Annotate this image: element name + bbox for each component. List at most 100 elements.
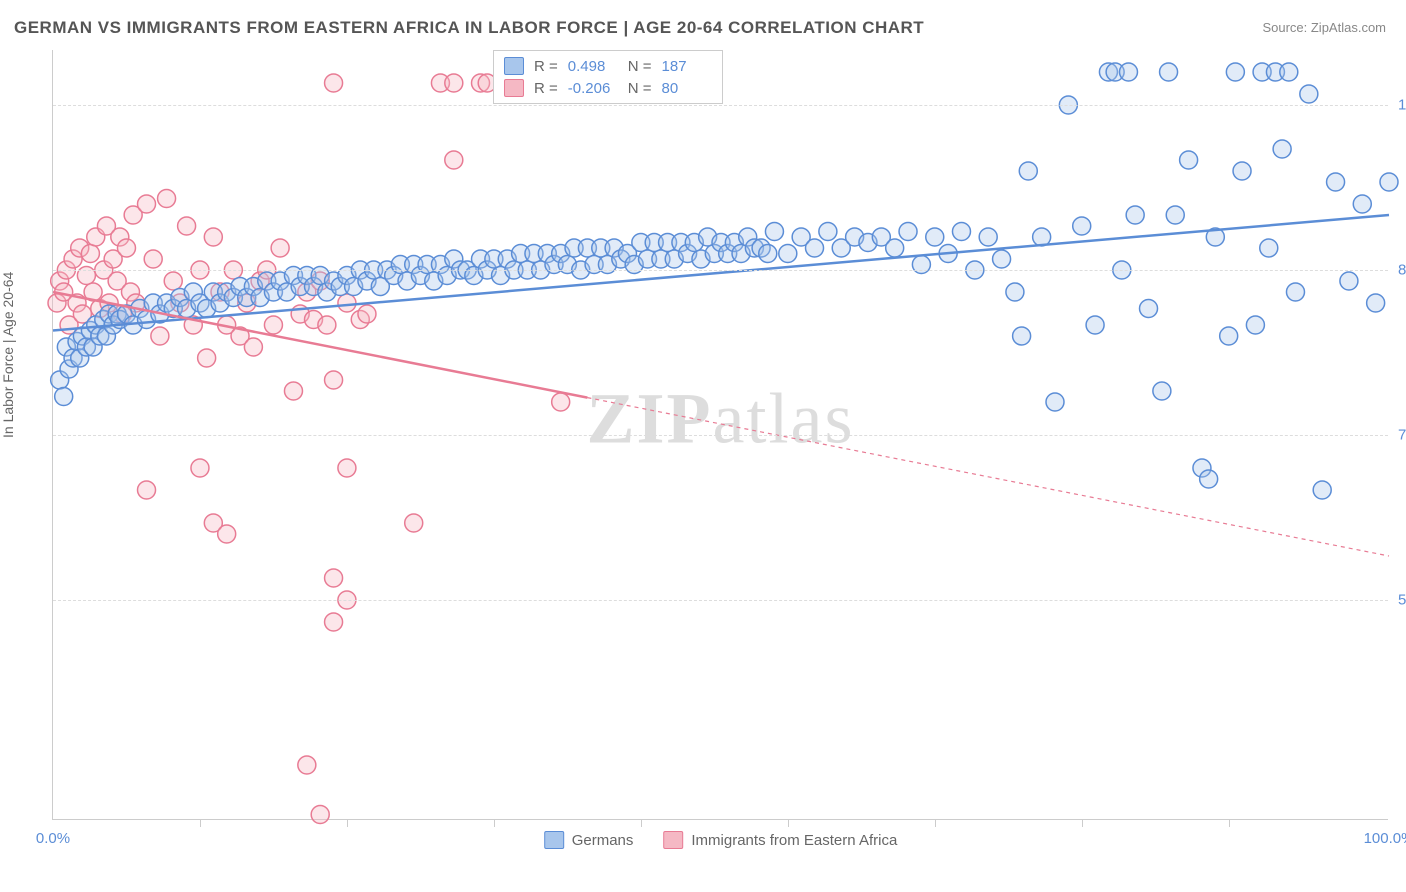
x-tick-label: 100.0%	[1364, 830, 1406, 847]
data-point	[1160, 63, 1178, 81]
stats-box: R = 0.498 N = 187 R = -0.206 N = 80	[493, 50, 723, 104]
data-point	[325, 613, 343, 631]
legend-swatch-1	[544, 831, 564, 849]
data-point	[899, 223, 917, 241]
data-point	[979, 228, 997, 246]
data-point	[1280, 63, 1298, 81]
data-point	[81, 245, 99, 263]
data-point	[325, 569, 343, 587]
r-value-2: -0.206	[568, 80, 618, 97]
data-point	[759, 245, 777, 263]
data-point	[926, 228, 944, 246]
data-point	[55, 388, 73, 406]
data-point	[338, 294, 356, 312]
x-tick-mark	[641, 819, 642, 827]
legend-label-2: Immigrants from Eastern Africa	[691, 832, 897, 849]
data-point	[178, 217, 196, 235]
data-point	[806, 239, 824, 257]
gridline	[53, 435, 1388, 436]
data-point	[1367, 294, 1385, 312]
data-point	[144, 250, 162, 268]
legend-item-2: Immigrants from Eastern Africa	[663, 831, 897, 849]
data-point	[1073, 217, 1091, 235]
x-tick-mark	[347, 819, 348, 827]
legend-label-1: Germans	[572, 832, 634, 849]
data-point	[1340, 272, 1358, 290]
stats-row-2: R = -0.206 N = 80	[504, 77, 712, 99]
data-point	[1286, 283, 1304, 301]
y-tick-label: 100.0%	[1398, 97, 1406, 114]
gridline	[53, 600, 1388, 601]
data-point	[1006, 283, 1024, 301]
plot-area: ZIPatlas R = 0.498 N = 187 R = -0.206 N …	[52, 50, 1388, 820]
data-point	[1246, 316, 1264, 334]
data-point	[338, 459, 356, 477]
x-tick-mark	[1229, 819, 1230, 827]
gridline	[53, 270, 1388, 271]
data-point	[138, 195, 156, 213]
legend: Germans Immigrants from Eastern Africa	[544, 831, 898, 849]
data-point	[405, 514, 423, 532]
n-label: N =	[628, 58, 652, 75]
data-point	[765, 223, 783, 241]
data-point	[218, 525, 236, 543]
data-point	[1226, 63, 1244, 81]
data-point	[445, 151, 463, 169]
y-tick-label: 70.0%	[1398, 427, 1406, 444]
data-point	[779, 245, 797, 263]
data-point	[117, 239, 135, 257]
data-point	[264, 316, 282, 334]
r-value-1: 0.498	[568, 58, 618, 75]
data-point	[1200, 470, 1218, 488]
x-tick-mark	[935, 819, 936, 827]
x-tick-mark	[788, 819, 789, 827]
data-point	[164, 272, 182, 290]
data-point	[1260, 239, 1278, 257]
data-point	[445, 74, 463, 92]
data-point	[191, 459, 209, 477]
legend-swatch-2	[663, 831, 683, 849]
data-point	[1140, 300, 1158, 318]
data-point	[198, 349, 216, 367]
x-tick-mark	[200, 819, 201, 827]
data-point	[151, 327, 169, 345]
n-value-2: 80	[662, 80, 712, 97]
data-point	[158, 190, 176, 208]
r-label: R =	[534, 58, 558, 75]
data-point	[1327, 173, 1345, 191]
data-point	[1300, 85, 1318, 103]
data-point	[1166, 206, 1184, 224]
data-point	[1353, 195, 1371, 213]
chart-title: GERMAN VS IMMIGRANTS FROM EASTERN AFRICA…	[14, 18, 924, 38]
y-axis-label: In Labor Force | Age 20-64	[0, 272, 16, 438]
data-point	[1153, 382, 1171, 400]
data-point	[1126, 206, 1144, 224]
data-point	[1233, 162, 1251, 180]
data-point	[204, 228, 222, 246]
data-point	[358, 305, 376, 323]
x-tick-label: 0.0%	[36, 830, 70, 847]
data-point	[138, 481, 156, 499]
data-point	[1119, 63, 1137, 81]
r-label: R =	[534, 80, 558, 97]
y-tick-label: 85.0%	[1398, 262, 1406, 279]
data-point	[311, 806, 329, 824]
data-point	[1180, 151, 1198, 169]
data-point	[1086, 316, 1104, 334]
n-value-1: 187	[662, 58, 712, 75]
source-attribution: Source: ZipAtlas.com	[1262, 20, 1386, 35]
stats-swatch-1	[504, 57, 524, 75]
data-point	[952, 223, 970, 241]
stats-row-1: R = 0.498 N = 187	[504, 55, 712, 77]
data-point	[993, 250, 1011, 268]
data-point	[886, 239, 904, 257]
data-point	[1313, 481, 1331, 499]
data-point	[1220, 327, 1238, 345]
data-point	[1380, 173, 1398, 191]
y-tick-label: 55.0%	[1398, 592, 1406, 609]
data-point	[1019, 162, 1037, 180]
gridline	[53, 105, 1388, 106]
stats-swatch-2	[504, 79, 524, 97]
n-label: N =	[628, 80, 652, 97]
data-point	[325, 371, 343, 389]
